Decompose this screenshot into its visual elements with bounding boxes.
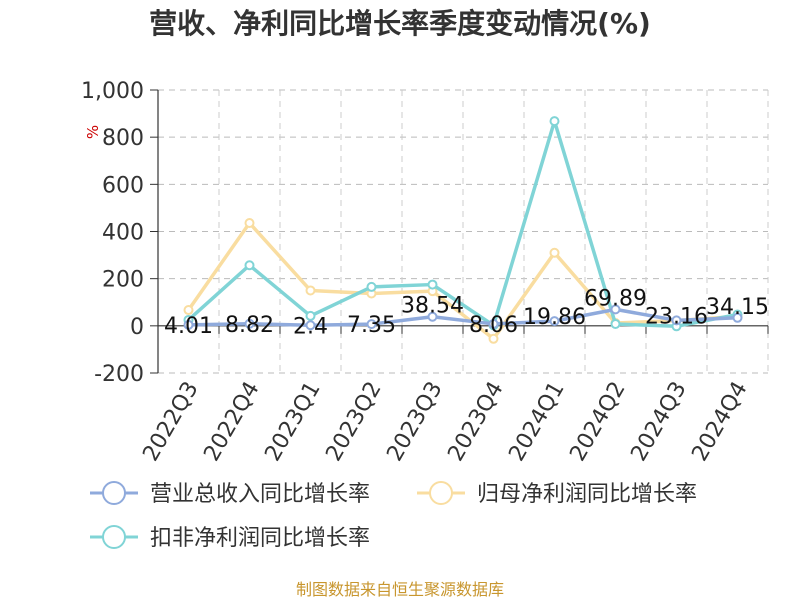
data-point — [549, 247, 560, 258]
series-lines — [183, 116, 743, 344]
data-label: 19.86 — [523, 305, 586, 330]
data-point — [183, 305, 194, 316]
data-point — [366, 281, 377, 292]
y-tick-label: 200 — [102, 268, 144, 293]
source-text: 制图数据来自恒生聚源数据库 — [296, 580, 504, 599]
x-tick-label: 2024Q3 — [626, 378, 691, 466]
data-label: 69.89 — [584, 286, 647, 311]
data-label: 38.54 — [401, 294, 464, 319]
y-axis-unit: % — [84, 125, 102, 139]
data-point — [183, 319, 194, 330]
data-point — [732, 312, 743, 323]
series-line — [188, 307, 738, 328]
y-tick-labels: -200 0 200 400 600 800 1,000 — [81, 79, 144, 387]
data-point — [549, 316, 560, 327]
data-label: 4.01 — [164, 314, 213, 339]
data-point — [305, 285, 316, 296]
legend-label: 扣非净利润同比增长率 — [150, 526, 370, 551]
x-tick-label: 2023Q3 — [382, 378, 447, 466]
data-point — [671, 315, 682, 326]
data-point — [427, 279, 438, 290]
data-point — [610, 304, 621, 315]
legend-item[interactable]: 归母净利润同比增长率 — [417, 481, 697, 507]
data-label: 34.15 — [706, 295, 769, 320]
x-tick-label: 2023Q2 — [321, 378, 386, 466]
data-point — [305, 310, 316, 321]
x-tick-label: 2022Q4 — [199, 378, 264, 466]
legend-item[interactable]: 扣非净利润同比增长率 — [90, 525, 370, 551]
x-tick-label: 2023Q4 — [443, 378, 508, 466]
x-tick-label: 2022Q3 — [138, 378, 203, 466]
y-tick-label: 600 — [102, 173, 144, 198]
series-line — [187, 119, 738, 329]
series-0 — [183, 304, 743, 331]
chart-title: 营收、净利同比增长率季度变动情况(%) — [149, 7, 651, 40]
data-point — [427, 311, 438, 322]
data-point — [366, 319, 377, 330]
x-tick-label: 2024Q2 — [565, 378, 630, 466]
data-point — [488, 318, 499, 329]
data-point — [305, 320, 316, 331]
x-tick-label: 2023Q1 — [260, 378, 325, 466]
y-tick-label: 0 — [130, 315, 144, 340]
legend-label: 营业总收入同比增长率 — [150, 482, 370, 507]
legend-marker — [102, 525, 126, 549]
legend-marker — [102, 481, 126, 505]
data-point — [244, 218, 255, 229]
data-point — [549, 116, 560, 127]
data-point — [610, 318, 621, 329]
legend-label: 归母净利润同比增长率 — [477, 482, 697, 507]
y-tick-label: -200 — [94, 362, 144, 387]
data-label: 7.35 — [347, 313, 396, 338]
series-line — [187, 221, 738, 341]
data-point — [244, 318, 255, 329]
legend-marker — [429, 481, 453, 505]
data-label: 8.82 — [225, 313, 274, 338]
y-tick-label: 800 — [102, 126, 144, 151]
data-label: 23.16 — [645, 304, 708, 329]
y-tick-label: 1,000 — [81, 79, 144, 104]
data-point — [488, 333, 499, 344]
data-label: 2.4 — [293, 314, 328, 339]
data-point — [244, 260, 255, 271]
x-tick-labels: 2022Q32022Q42023Q12023Q22023Q32023Q42024… — [138, 378, 752, 466]
y-tick-label: 400 — [102, 221, 144, 246]
x-tick-label: 2024Q4 — [687, 378, 752, 466]
data-label: 8.06 — [469, 313, 518, 338]
legend-item[interactable]: 营业总收入同比增长率 — [90, 481, 370, 507]
x-tick-label: 2024Q1 — [504, 378, 569, 466]
